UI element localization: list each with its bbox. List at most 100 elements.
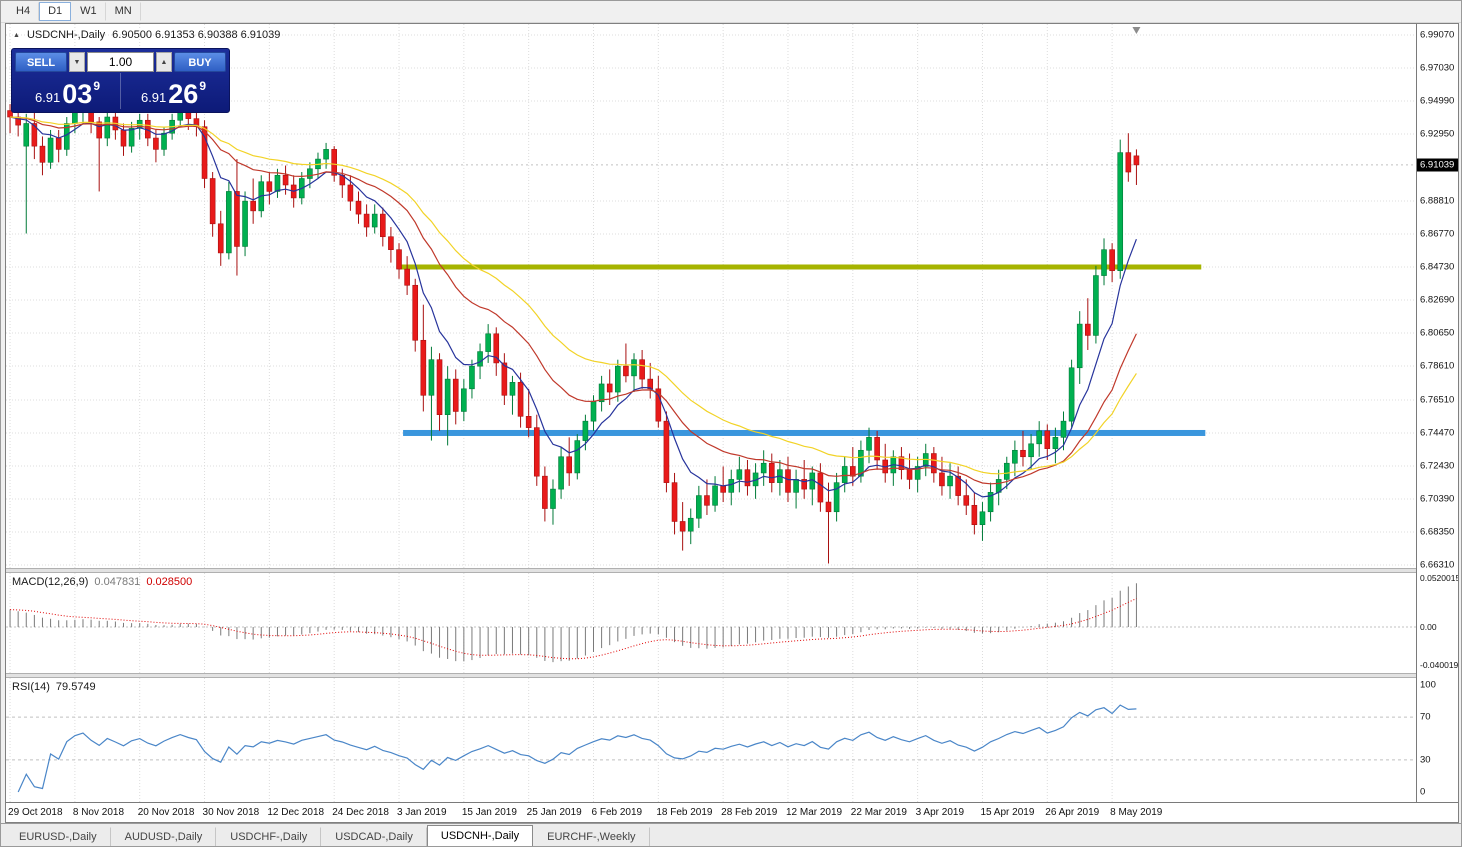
date-axis-label: 3 Jan 2019 [397, 807, 447, 818]
macd-label: MACD(12,26,9) 0.047831 0.028500 [12, 576, 192, 588]
date-axis-label: 28 Feb 2019 [721, 807, 778, 818]
macd-histogram [9, 583, 1137, 663]
axis-label: 0 [1420, 786, 1426, 798]
axis-label: 6.99070 [1420, 29, 1455, 41]
price-axis[interactable]: 6.99070 6.97030 6.94990 6.92950 6.88810 6.867… [1416, 24, 1458, 802]
buy-price-prefix: 6.91 [140, 90, 167, 105]
buy-price-sup: 9 [199, 79, 207, 93]
ma-34-line [10, 116, 1137, 475]
price-chart-canvas[interactable] [6, 24, 1416, 570]
axis-label: 6.92950 [1420, 128, 1455, 140]
chart-tab-bar: EURUSD-,Daily AUDUSD-,Daily USDCHF-,Daily U… [1, 823, 1461, 846]
date-axis-label: 25 Jan 2019 [526, 807, 582, 818]
date-axis-label: 12 Dec 2018 [267, 807, 325, 818]
chart-ohlc-label: 6.90500 6.91353 6.90388 6.91039 [112, 29, 281, 41]
price-grid [6, 34, 1416, 566]
panel-splitter[interactable] [6, 673, 1458, 678]
axis-label: 6.72430 [1420, 460, 1455, 472]
buy-price-big: 26 [168, 79, 199, 110]
chevron-down-icon: ▼ [73, 59, 81, 66]
macd-name: MACD(12,26,9) [12, 576, 89, 588]
rsi-label: RSI(14) 79.5749 [12, 681, 96, 693]
chart-tab-audusd-daily[interactable]: AUDUSD-,Daily [111, 827, 217, 846]
axis-label: 100 [1420, 679, 1436, 691]
chart-tab-usdchf-daily[interactable]: USDCHF-,Daily [216, 827, 322, 846]
panel-splitter[interactable] [6, 568, 1458, 573]
axis-label: 6.74470 [1420, 427, 1455, 439]
date-axis-label: 3 Apr 2019 [915, 807, 964, 818]
sell-price-big: 03 [62, 79, 93, 110]
chart-tab-usdcad-daily[interactable]: USDCAD-,Daily [321, 827, 427, 846]
sell-price-sup: 9 [93, 79, 101, 93]
axis-label: 6.84730 [1420, 261, 1455, 273]
date-axis[interactable]: 29 Oct 2018 8 Nov 2018 20 Nov 2018 30 Nov 2… [6, 802, 1458, 822]
ma-8-line [9, 116, 1137, 498]
timeframe-toolbar: H4 D1 W1 MN [1, 1, 1461, 23]
timeframe-button-d1[interactable]: D1 [39, 2, 72, 21]
axis-label: 6.82690 [1420, 294, 1455, 306]
axis-label: 6.76510 [1420, 394, 1455, 406]
rsi-value: 79.5749 [55, 681, 96, 693]
current-price-tag: 6.91039 [1417, 158, 1458, 172]
axis-label: 6.88810 [1420, 195, 1455, 207]
macd-signal-value: 0.028500 [146, 576, 193, 588]
date-axis-label: 15 Jan 2019 [461, 807, 517, 818]
rsi-panel-canvas[interactable] [6, 678, 1416, 802]
axis-label: 70 [1420, 711, 1431, 723]
timeframe-button-mn[interactable]: MN [106, 2, 141, 21]
macd-panel-canvas[interactable] [6, 573, 1416, 675]
ma-lines-layer [9, 116, 1137, 498]
vertical-grid [9, 678, 1113, 802]
chart-symbol-label: USDCNH-,Daily [26, 29, 106, 41]
axis-label: 6.94990 [1420, 95, 1455, 107]
axis-label: 30 [1420, 754, 1431, 766]
axis-label: 6.86770 [1420, 228, 1455, 240]
date-axis-label: 30 Nov 2018 [202, 807, 260, 818]
ma-21-line [10, 116, 1137, 485]
one-click-collapse-icon[interactable]: ▲ [13, 31, 20, 39]
date-axis-label: 18 Feb 2019 [656, 807, 713, 818]
sell-price-prefix: 6.91 [34, 90, 61, 105]
date-axis-label: 20 Nov 2018 [137, 807, 195, 818]
axis-label: 6.66310 [1420, 559, 1455, 571]
timeframe-button-h4[interactable]: H4 [7, 2, 40, 21]
sell-button[interactable]: SELL [15, 52, 67, 72]
chart-tab-usdcnh-daily[interactable]: USDCNH-,Daily [426, 825, 534, 846]
chevron-up-icon: ▲ [160, 59, 168, 66]
date-axis-label: 12 Mar 2019 [785, 807, 843, 818]
rsi-line [17, 704, 1137, 793]
chart-tab-eurchf-weekly[interactable]: EURCHF-,Weekly [533, 827, 650, 846]
date-axis-label: 15 Apr 2019 [980, 807, 1035, 818]
date-axis-label: 22 Mar 2019 [850, 807, 907, 818]
one-click-trading-panel: SELL ▼ 1.00 ▲ BUY 6.91 03 9 6.91 26 9 [11, 48, 230, 113]
date-axis-label: 24 Dec 2018 [332, 807, 389, 818]
buy-price-display[interactable]: 6.91 26 9 [121, 73, 226, 109]
chart-title: ▲ USDCNH-,Daily 6.90500 6.91353 6.90388 … [13, 29, 280, 41]
volume-decrease-button[interactable]: ▼ [69, 52, 85, 72]
sell-price-display[interactable]: 6.91 03 9 [15, 73, 121, 109]
date-axis-label: 6 Feb 2019 [591, 807, 643, 818]
timeframe-button-w1[interactable]: W1 [71, 2, 106, 21]
axis-label: 0.00 [1420, 622, 1437, 633]
date-axis-label: 8 Nov 2018 [72, 807, 125, 818]
date-axis-label: 29 Oct 2018 [8, 807, 63, 818]
axis-label: 6.70390 [1420, 493, 1455, 505]
axis-label: 6.78610 [1420, 360, 1455, 372]
candles-layer [7, 97, 1140, 564]
axis-label: 6.68350 [1420, 526, 1455, 538]
date-axis-label: 26 Apr 2019 [1045, 807, 1100, 818]
volume-increase-button[interactable]: ▲ [156, 52, 172, 72]
buy-button[interactable]: BUY [174, 52, 226, 72]
axis-label: 0.0520015 [1420, 572, 1459, 583]
macd-signal-line [10, 598, 1137, 660]
chart-tab-eurusd-daily[interactable]: EURUSD-,Daily [5, 827, 111, 846]
rsi-name: RSI(14) [12, 681, 50, 693]
volume-input[interactable]: 1.00 [87, 52, 154, 72]
macd-value: 0.047831 [94, 576, 141, 588]
chart-window: ▲ USDCNH-,Daily 6.90500 6.91353 6.90388 … [5, 23, 1459, 823]
axis-label: 6.80650 [1420, 327, 1455, 339]
axis-label: -0.0400190 [1420, 659, 1459, 670]
support-resistance-lines [399, 264, 1206, 436]
date-axis-label: 8 May 2019 [1110, 807, 1163, 818]
